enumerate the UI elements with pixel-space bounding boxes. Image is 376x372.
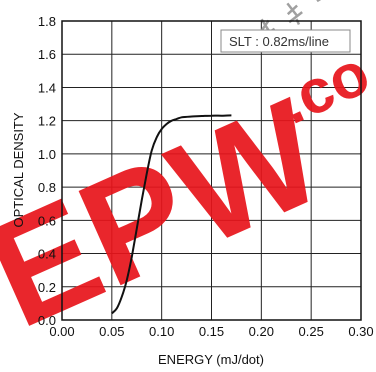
y-tick-label: 0.2 (38, 280, 56, 295)
grid-lines (62, 21, 361, 320)
y-tick-label: 0.6 (38, 213, 56, 228)
legend-text: SLT : 0.82ms/line (229, 34, 329, 49)
x-tick-label: 0.05 (99, 324, 124, 339)
tick-labels: 0.00 0.05 0.10 0.15 0.20 0.25 0.30 0.0 0.2 0.4 0.6… (38, 14, 374, 339)
series-line-0 (111, 114, 232, 315)
plot-frame (61, 20, 362, 321)
axes-frame (61, 20, 362, 321)
x-tick-label: 0.25 (299, 324, 324, 339)
y-tick-label: 1.0 (38, 147, 56, 162)
y-tick-label: 1.6 (38, 47, 56, 62)
x-tick-label: 0.15 (199, 324, 224, 339)
x-tick-label: 0.00 (49, 324, 74, 339)
y-tick-label: 0.0 (38, 313, 56, 328)
y-axis-title: OPTICAL DENSITY (11, 112, 26, 227)
y-tick-label: 0.4 (38, 247, 56, 262)
legend-annotation: SLT : 0.82ms/line (220, 29, 351, 53)
x-axis-title: ENERGY (mJ/dot) (158, 352, 264, 367)
y-tick-label: 1.4 (38, 80, 56, 95)
series-group (111, 114, 232, 315)
y-tick-label: 0.8 (38, 180, 56, 195)
x-tick-label: 0.10 (149, 324, 174, 339)
y-tick-label: 1.8 (38, 14, 56, 29)
x-tick-label: 0.20 (249, 324, 274, 339)
y-tick-label: 1.2 (38, 114, 56, 129)
legend-box (220, 29, 351, 53)
x-tick-label: 0.30 (348, 324, 373, 339)
